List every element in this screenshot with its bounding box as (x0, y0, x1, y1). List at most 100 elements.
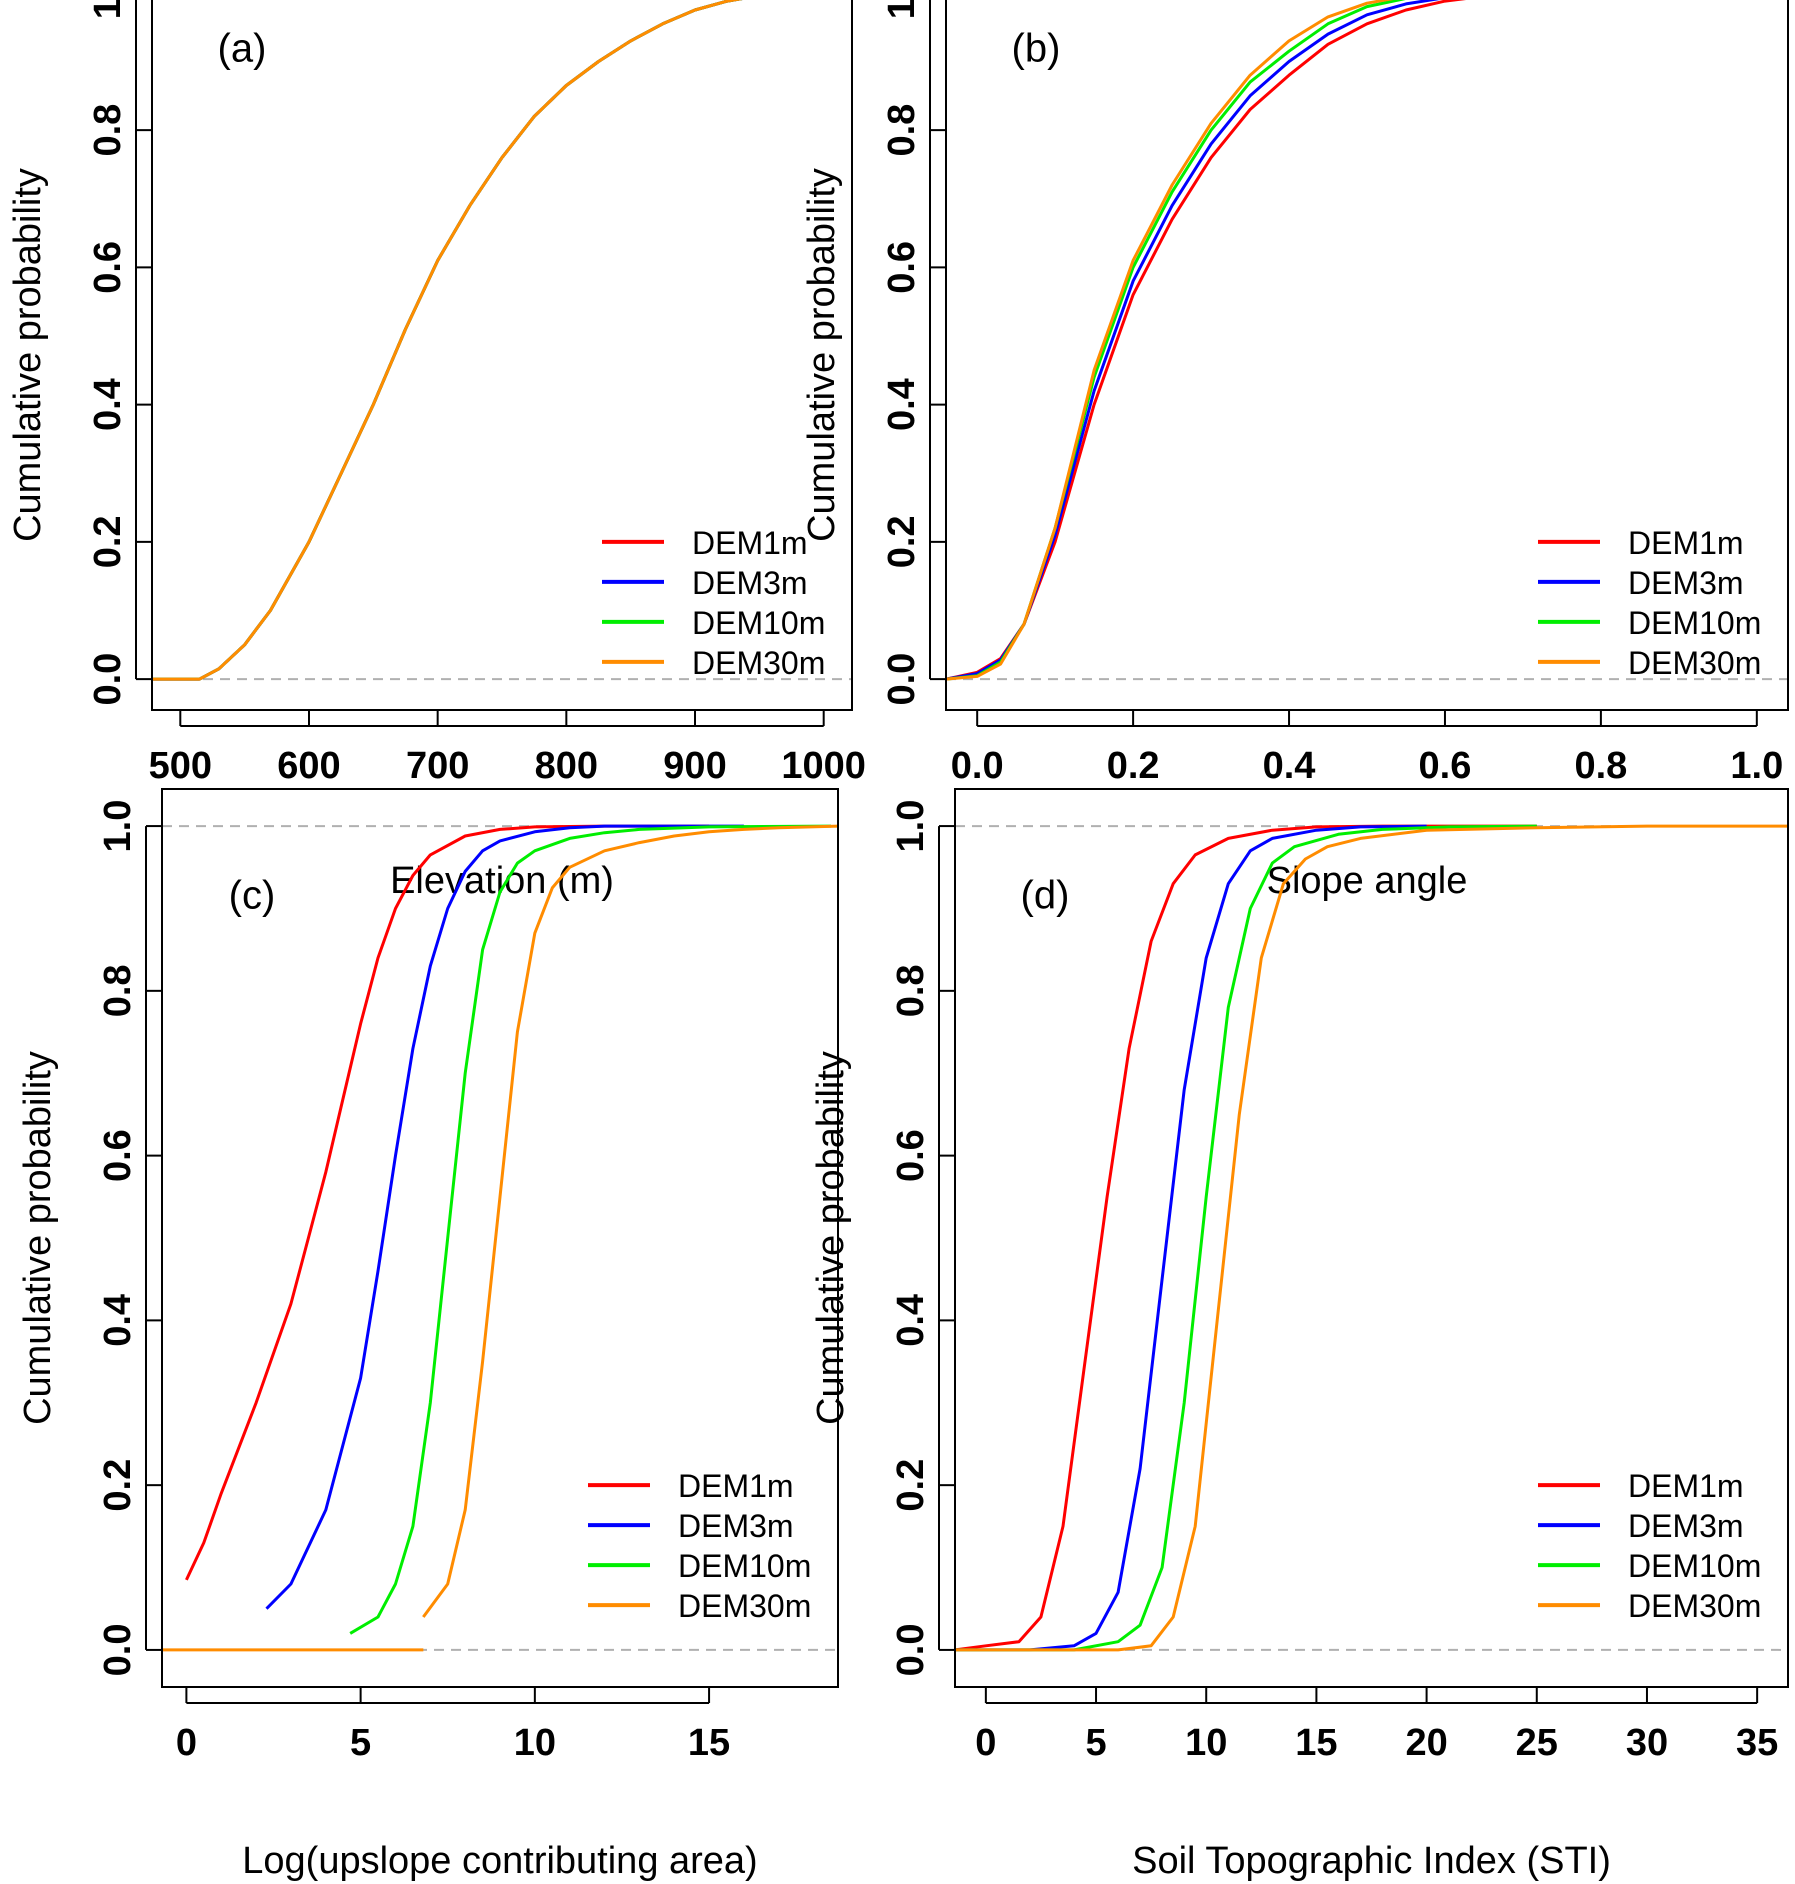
y-tick-label-c-2: 0.4 (97, 1294, 139, 1347)
plot-frame-d (954, 788, 1789, 1688)
x-tick-label-a-4: 900 (663, 745, 726, 787)
y-tick-label-b-3: 0.6 (881, 241, 923, 294)
x-tick-label-c-1: 5 (350, 1722, 371, 1764)
plot-frame-a (151, 0, 853, 711)
y-tick-label-c-3: 0.6 (97, 1129, 139, 1182)
x-tick-label-b-1: 0.2 (1107, 745, 1160, 787)
y-tick-label-c-5: 1.0 (97, 800, 139, 853)
series-line-a-dem30m (152, 0, 743, 681)
panel-label-a: (a) (218, 27, 267, 71)
x-tick-label-d-6: 30 (1626, 1722, 1668, 1764)
series-line-c-dem10m (349, 824, 832, 1635)
x-tick-label-a-3: 800 (535, 745, 598, 787)
y-tick-label-d-5: 1.0 (890, 800, 932, 853)
series-line-c-dem30m (422, 824, 838, 1618)
y-tick-label-d-4: 0.8 (890, 964, 932, 1017)
series-line-d-dem10m (955, 824, 1537, 1652)
x-axis-title-c: Log(upslope contributing area) (242, 1840, 757, 1882)
legend-label-d-dem3m: DEM3m (1628, 1508, 1744, 1544)
series-group-b (946, 0, 1467, 681)
x-tick-label-a-0: 500 (149, 745, 212, 787)
legend-label-b-dem3m: DEM3m (1628, 565, 1744, 601)
series-line-d-dem30m (955, 824, 1788, 1652)
x-tick-label-d-5: 25 (1516, 1722, 1558, 1764)
legend-label-c-dem3m: DEM3m (678, 1508, 794, 1544)
x-tick-label-d-7: 35 (1736, 1722, 1778, 1764)
y-tick-label-b-4: 0.8 (881, 104, 923, 157)
y-tick-label-b-0: 0.0 (881, 653, 923, 706)
legend-b: DEM1m DEM3m DEM10m DEM30m (1538, 525, 1761, 681)
series-line-b-dem1m (946, 0, 1467, 681)
y-tick-label-b-1: 0.2 (881, 515, 923, 568)
legend-label-d-dem30m: DEM30m (1628, 1588, 1761, 1624)
x-tick-label-a-1: 600 (277, 745, 340, 787)
x-tick-label-d-3: 15 (1295, 1722, 1337, 1764)
series-line-c-dem1m (185, 824, 710, 1581)
y-tick-label-d-2: 0.4 (890, 1294, 932, 1347)
y-tick-label-c-0: 0.0 (97, 1624, 139, 1677)
legend-label-c-dem1m: DEM1m (678, 1468, 794, 1504)
y-tick-label-c-1: 0.2 (97, 1459, 139, 1512)
legend-label-b-dem1m: DEM1m (1628, 525, 1744, 561)
panel-label-b: (b) (1012, 27, 1061, 71)
y-axis-title-b: Cumulative probability (801, 168, 843, 542)
plot-frame-c (161, 788, 839, 1688)
x-tick-label-b-5: 1.0 (1730, 745, 1783, 787)
x-tick-label-c-3: 15 (688, 1722, 730, 1764)
panel-label-c: (c) (229, 873, 276, 917)
y-tick-label-d-1: 0.2 (890, 1459, 932, 1512)
legend-label-a-dem3m: DEM3m (692, 565, 808, 601)
plot-frame-b (945, 0, 1789, 711)
legend-label-b-dem30m: DEM30m (1628, 645, 1761, 681)
y-axis-title-a: Cumulative probability (7, 168, 49, 542)
series-line-b-dem10m (946, 0, 1406, 681)
legend-c: DEM1m DEM3m DEM10m DEM30m (588, 1468, 811, 1624)
panel-c: 0 5 10 15 0.0 0.2 0.4 0.6 0.8 1.0 Log(upslope cont… (17, 788, 839, 1882)
panel-d: 0 5 10 15 20 25 30 35 0.0 0.2 0.4 0.6 0.8 1.0 Soil Top… (810, 788, 1789, 1882)
x-tick-label-d-1: 5 (1085, 1722, 1106, 1764)
x-tick-label-c-2: 10 (514, 1722, 556, 1764)
x-axis-title-d: Soil Topographic Index (STI) (1132, 1840, 1611, 1882)
legend-label-b-dem10m: DEM10m (1628, 605, 1761, 641)
x-tick-label-b-3: 0.6 (1419, 745, 1472, 787)
legend-label-d-dem10m: DEM10m (1628, 1548, 1761, 1584)
y-tick-label-a-1: 0.2 (87, 515, 129, 568)
y-tick-label-a-5: 1.0 (87, 0, 129, 19)
y-tick-label-a-4: 0.8 (87, 104, 129, 157)
x-tick-label-b-2: 0.4 (1263, 745, 1316, 787)
x-tick-label-d-2: 10 (1185, 1722, 1227, 1764)
series-group-a (152, 0, 743, 681)
legend-label-d-dem1m: DEM1m (1628, 1468, 1744, 1504)
legend-label-a-dem10m: DEM10m (692, 605, 825, 641)
x-tick-label-d-4: 20 (1405, 1722, 1447, 1764)
legend-label-a-dem30m: DEM30m (692, 645, 825, 681)
legend-label-a-dem1m: DEM1m (692, 525, 808, 561)
y-tick-label-a-3: 0.6 (87, 241, 129, 294)
x-tick-label-b-0: 0.0 (951, 745, 1004, 787)
y-tick-label-a-0: 0.0 (87, 653, 129, 706)
x-tick-label-a-5: 1000 (781, 745, 866, 787)
y-tick-label-d-3: 0.6 (890, 1129, 932, 1182)
legend-label-c-dem10m: DEM10m (678, 1548, 811, 1584)
legend-a: DEM1m DEM3m DEM10m DEM30m (602, 525, 825, 681)
y-tick-label-c-4: 0.8 (97, 964, 139, 1017)
x-tick-label-c-0: 0 (176, 1722, 197, 1764)
series-group-d (955, 824, 1788, 1652)
panel-label-d: (d) (1021, 873, 1070, 917)
y-tick-label-b-5: 1.0 (881, 0, 923, 19)
x-tick-label-a-2: 700 (406, 745, 469, 787)
y-tick-label-a-2: 0.4 (87, 378, 129, 431)
series-line-d-dem1m (955, 824, 1537, 1652)
x-axis-title-a: Elevation (m) (390, 860, 614, 902)
y-axis-title-d: Cumulative probability (810, 1051, 852, 1425)
x-tick-label-d-0: 0 (975, 1722, 996, 1764)
series-line-c-dem3m (265, 824, 744, 1610)
panel-b: 0.0 0.2 0.4 0.6 0.8 1.0 0.0 0.2 0.4 0.6 0.8 1.0 Slop… (801, 0, 1789, 902)
series-line-b-dem30m (946, 0, 1394, 681)
x-axis-title-b: Slope angle (1267, 860, 1468, 902)
series-group-c (185, 824, 838, 1635)
legend-d: DEM1m DEM3m DEM10m DEM30m (1538, 1468, 1761, 1624)
y-axis-title-c: Cumulative probability (17, 1051, 59, 1425)
series-line-d-dem3m (955, 824, 1427, 1652)
